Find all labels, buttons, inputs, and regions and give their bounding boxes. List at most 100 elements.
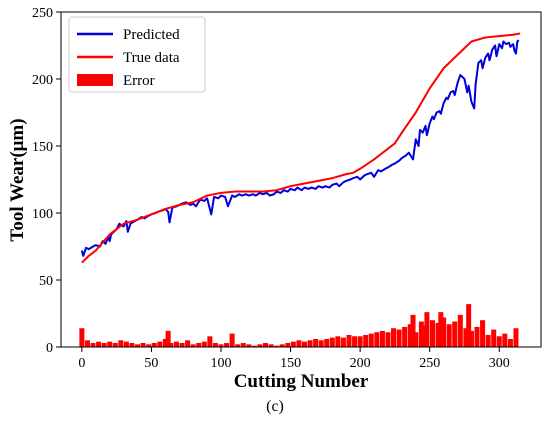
- error-bar: [301, 341, 307, 347]
- error-bar: [502, 333, 508, 347]
- error-bar: [421, 325, 427, 347]
- y-tick-label: 200: [32, 73, 53, 88]
- error-bar: [185, 340, 191, 347]
- error-bar: [146, 344, 152, 347]
- y-tick-label: 0: [46, 341, 53, 356]
- error-bar: [224, 342, 230, 347]
- error-bar: [379, 330, 385, 347]
- y-tick-label: 250: [32, 6, 53, 21]
- error-bar: [457, 314, 463, 347]
- tool-wear-chart: 0 50 100 150 200 250 300 0 50 100 150 200 250 Cutti…: [7, 6, 542, 392]
- error-bar: [357, 336, 363, 347]
- error-bar: [129, 342, 135, 347]
- error-bar: [101, 342, 107, 347]
- x-axis: 0 50 100 150 200 250 300: [78, 347, 510, 371]
- error-bar: [474, 326, 480, 347]
- y-tick-label: 50: [39, 274, 53, 289]
- error-bar: [324, 338, 330, 347]
- error-bar: [251, 345, 257, 347]
- error-bar: [246, 344, 252, 347]
- error-bar: [466, 304, 472, 347]
- error-bar: [165, 330, 171, 347]
- error-bar: [463, 328, 469, 347]
- error-bar: [480, 320, 486, 347]
- legend-true-data-label: True data: [123, 50, 180, 66]
- error-bar: [84, 340, 90, 347]
- error-bar: [212, 342, 218, 347]
- error-bar: [507, 338, 513, 347]
- error-bar: [168, 342, 174, 347]
- error-bar: [240, 342, 246, 347]
- error-bar: [491, 329, 497, 347]
- x-tick-label: 50: [144, 356, 158, 371]
- error-bars: [79, 304, 519, 347]
- error-bar: [90, 342, 96, 347]
- error-bar: [107, 341, 113, 347]
- error-bar: [118, 340, 124, 347]
- error-bar: [438, 312, 444, 347]
- error-bar: [452, 321, 458, 347]
- error-bar: [368, 333, 374, 347]
- error-bar: [112, 342, 118, 347]
- x-tick-label: 300: [489, 356, 510, 371]
- y-axis-title: Tool Wear(μm): [7, 118, 28, 241]
- error-bar: [279, 344, 285, 347]
- error-bar: [157, 341, 163, 347]
- error-bar: [207, 336, 213, 347]
- error-bar: [385, 332, 391, 347]
- error-bar: [235, 344, 241, 347]
- x-tick-label: 200: [350, 356, 371, 371]
- error-bar: [402, 326, 408, 347]
- true-data-line: [81, 32, 521, 264]
- error-bar: [435, 322, 441, 347]
- error-bar: [79, 328, 85, 347]
- error-bar: [363, 334, 369, 347]
- error-bar: [179, 342, 185, 347]
- error-bar: [151, 342, 157, 347]
- error-bar: [162, 338, 168, 347]
- error-bar: [123, 341, 129, 347]
- error-bar: [496, 336, 502, 347]
- error-bar: [196, 342, 202, 347]
- x-axis-title: Cutting Number: [234, 371, 369, 392]
- figure-caption: (c): [266, 398, 284, 415]
- error-bar: [352, 336, 358, 347]
- error-bar: [268, 344, 274, 347]
- error-bar: [263, 342, 269, 347]
- error-bar: [418, 321, 424, 347]
- error-bar: [290, 341, 296, 347]
- legend-error-label: Error: [123, 73, 155, 89]
- error-bar: [391, 328, 397, 347]
- error-bar: [274, 345, 280, 347]
- series-lines: [80, 32, 521, 264]
- error-bar: [441, 317, 447, 347]
- x-tick-label: 100: [211, 356, 232, 371]
- error-bar: [190, 344, 196, 347]
- x-tick-label: 250: [419, 356, 440, 371]
- error-bar: [429, 320, 435, 347]
- error-bar: [340, 337, 346, 347]
- y-axis: 0 50 100 150 200 250: [32, 6, 61, 356]
- error-bar: [468, 330, 474, 347]
- error-bar: [446, 324, 452, 347]
- error-bar: [410, 314, 416, 347]
- error-bar: [173, 341, 179, 347]
- error-bar: [285, 342, 291, 347]
- error-bar: [346, 334, 352, 347]
- x-tick-label: 0: [78, 356, 85, 371]
- y-tick-label: 100: [32, 207, 53, 222]
- error-bar: [229, 333, 235, 347]
- error-bar: [335, 336, 341, 347]
- error-bar: [140, 342, 146, 347]
- error-bar: [257, 344, 263, 347]
- legend: Predicted True data Error: [68, 16, 206, 93]
- error-bar: [396, 329, 402, 347]
- error-bar: [424, 312, 430, 347]
- error-bar: [96, 341, 102, 347]
- legend-box: [68, 16, 206, 93]
- plot-frame: [60, 11, 542, 348]
- error-bar: [218, 344, 224, 347]
- error-bar: [135, 344, 141, 347]
- error-bar: [307, 340, 313, 347]
- error-bar: [413, 332, 419, 347]
